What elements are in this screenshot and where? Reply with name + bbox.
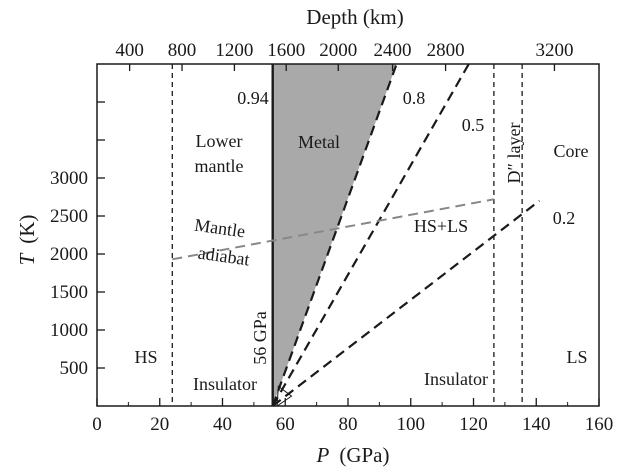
x-tick-label: 140 xyxy=(522,414,551,435)
series-line-1 xyxy=(271,63,398,407)
top-tick-label: 3200 xyxy=(535,40,573,61)
y-tick-label: 2000 xyxy=(50,244,88,265)
y-axis-title-unit: (K) xyxy=(15,215,39,244)
x-tick-label: 20 xyxy=(150,414,169,435)
x-axis-title-var: P xyxy=(316,443,330,467)
top-tick-label: 2800 xyxy=(427,40,465,61)
region-label-core: Core xyxy=(554,141,589,161)
top-tick-label: 800 xyxy=(168,40,197,61)
series-line-2 xyxy=(271,63,470,407)
series-label-0.94: 0.94 xyxy=(237,88,269,108)
x-tick-label: 60 xyxy=(276,414,295,435)
region-label-d-layer: D″ layer xyxy=(504,123,524,184)
top-tick-label: 1200 xyxy=(215,40,253,61)
region-label-metal: Metal xyxy=(298,132,340,152)
x-axis-title-unit: (GPa) xyxy=(339,443,389,467)
top-tick-label: 400 xyxy=(115,40,144,61)
top-tick-label: 2400 xyxy=(374,40,412,61)
origin-marker xyxy=(276,385,293,407)
region-label-insulator-left: Insulator xyxy=(193,374,257,394)
x-tick-label: 160 xyxy=(585,414,614,435)
region-label-lower: Lower xyxy=(196,131,243,151)
text-layer: 0 20 40 60 80 100 120 140 160 500 1000 1500 2000 2500… xyxy=(15,5,613,467)
label-56-gpa: 56 GPa xyxy=(250,311,270,365)
x-tick-label: 120 xyxy=(459,414,488,435)
y-tick-label: 1500 xyxy=(50,282,88,303)
y-axis-title: T (K) xyxy=(15,215,39,266)
lines-layer xyxy=(171,63,541,407)
region-label-adiabat-1: Mantle xyxy=(193,215,246,242)
x-tick-label: 80 xyxy=(339,414,358,435)
x-axis-title: P (GPa) xyxy=(316,443,390,467)
series-label-0.8: 0.8 xyxy=(403,88,426,108)
series-line-4 xyxy=(172,198,495,261)
series-line-3 xyxy=(272,199,541,407)
y-axis-title-var: T xyxy=(15,252,39,265)
ticks-layer xyxy=(96,64,600,406)
y-tick-label: 500 xyxy=(60,358,89,379)
region-label-hs-ls: HS+LS xyxy=(414,216,468,236)
region-label-mantle: mantle xyxy=(195,156,244,176)
top-axis-title: Depth (km) xyxy=(306,5,403,29)
region-label-hs: HS xyxy=(134,347,157,367)
top-tick-label: 2000 xyxy=(319,40,357,61)
series-label-0.5: 0.5 xyxy=(462,115,485,135)
region-label-ls: LS xyxy=(566,347,587,367)
series-label-0.2: 0.2 xyxy=(553,208,576,228)
y-tick-label: 3000 xyxy=(50,168,88,189)
y-tick-label: 2500 xyxy=(50,206,88,227)
x-tick-label: 100 xyxy=(397,414,426,435)
top-tick-label: 1600 xyxy=(267,40,305,61)
x-tick-label: 40 xyxy=(213,414,232,435)
y-tick-label: 1000 xyxy=(50,320,88,341)
region-label-insulator-right: Insulator xyxy=(424,369,488,389)
x-tick-label: 0 xyxy=(92,414,102,435)
